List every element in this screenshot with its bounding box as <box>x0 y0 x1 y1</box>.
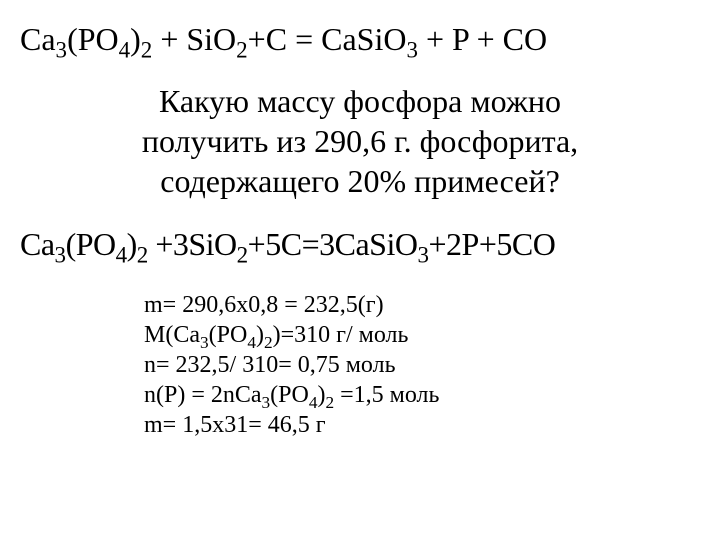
question-line-2: получить из 290,6 г. фосфорита, <box>142 123 578 159</box>
calculation-block: m= 290,6х0,8 = 232,5(г) M(Ca3(PO4)2)=310… <box>144 290 700 440</box>
equation-balanced: Ca3(PO4)2 +3SiO2+5C=3CaSiO3+2P+5CO <box>20 223 700 266</box>
calc-line-4: n(P) = 2nCa3(PO4)2 =1,5 моль <box>144 380 700 410</box>
problem-question: Какую массу фосфора можно получить из 29… <box>20 81 700 201</box>
calc-line-3: n= 232,5/ 310= 0,75 моль <box>144 350 700 380</box>
calc-line-2: M(Ca3(PO4)2)=310 г/ моль <box>144 320 700 350</box>
question-line-3: содержащего 20% примесей? <box>160 163 560 199</box>
calc-line-5: m= 1,5х31= 46,5 г <box>144 410 700 440</box>
chemistry-slide: Ca3(PO4)2 + SiO2+C = CaSiO3 + P + CO Как… <box>0 0 720 540</box>
equation-unbalanced: Ca3(PO4)2 + SiO2+C = CaSiO3 + P + CO <box>20 18 700 61</box>
question-line-1: Какую массу фосфора можно <box>159 83 561 119</box>
calc-line-1: m= 290,6х0,8 = 232,5(г) <box>144 290 700 320</box>
